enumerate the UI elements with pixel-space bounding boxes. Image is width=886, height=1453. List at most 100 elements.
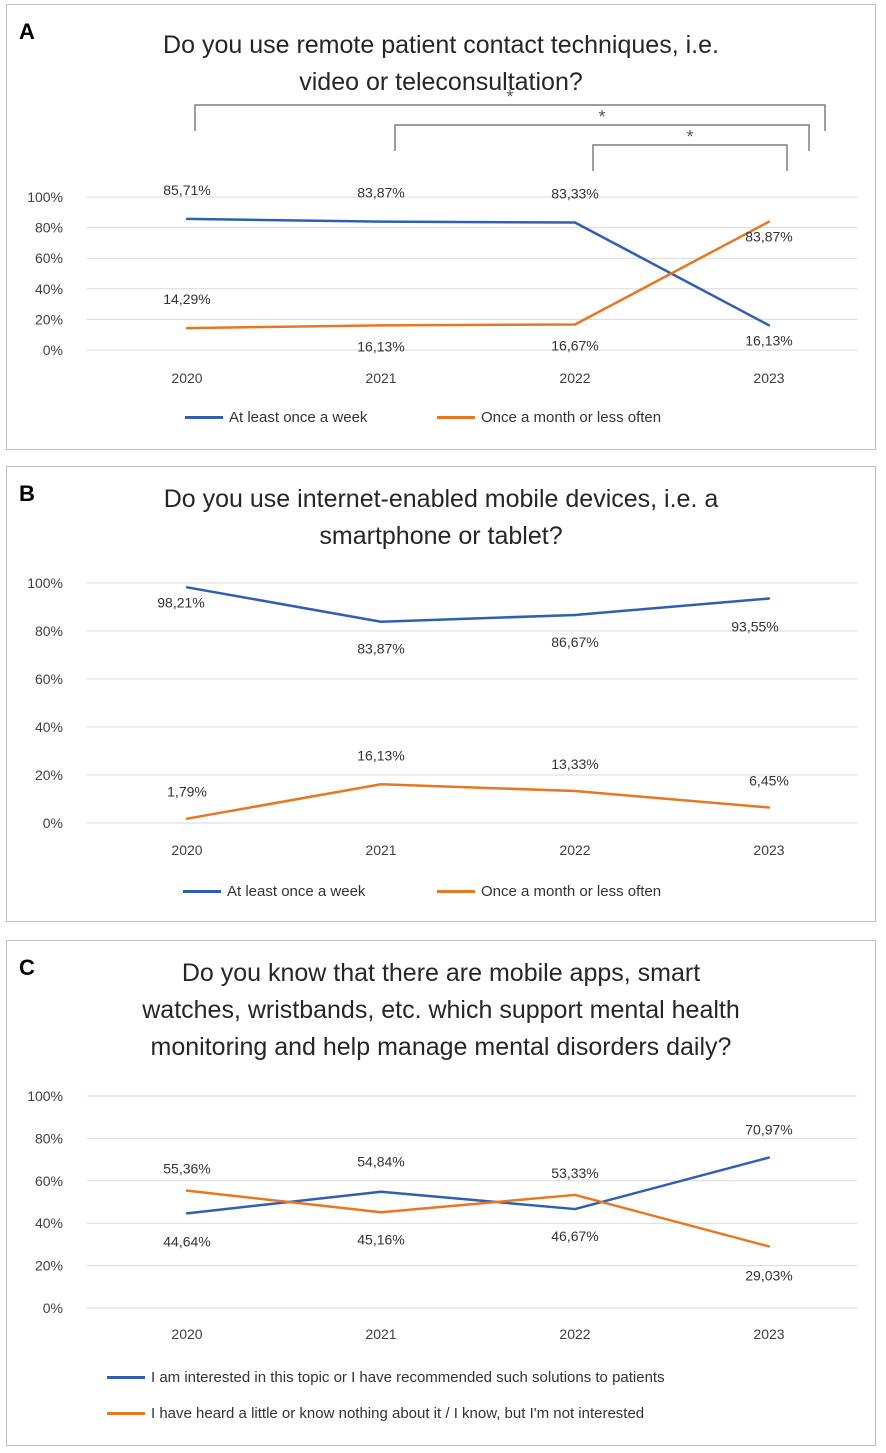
- data-label: 6,45%: [749, 773, 789, 789]
- data-point: [767, 324, 771, 327]
- legend-swatch: [107, 1376, 145, 1379]
- data-point: [573, 1207, 577, 1211]
- title-line: video or teleconsultation?: [299, 68, 583, 96]
- y-tick-label: 0%: [43, 342, 63, 358]
- data-point: [379, 1211, 383, 1214]
- chart-title: Do you use internet-enabled mobile devic…: [67, 481, 815, 555]
- data-label: 45,16%: [357, 1231, 404, 1247]
- significance-mark: *: [506, 87, 513, 107]
- title-line: Do you know that there are mobile apps, …: [181, 959, 701, 987]
- data-label: 46,67%: [551, 1228, 598, 1244]
- title-line: monitoring and help manage mental disord…: [150, 1033, 732, 1061]
- data-point: [767, 220, 771, 223]
- sig-bracket-2020-2023: [194, 104, 826, 131]
- y-tick-label: 40%: [35, 1215, 63, 1231]
- data-point: [185, 586, 189, 589]
- series-line-1: [186, 220, 770, 330]
- data-point: [185, 326, 189, 330]
- panel-b: B Do you use internet-enabled mobile dev…: [6, 466, 876, 922]
- legend-label: I have heard a little or know nothing ab…: [151, 1405, 645, 1422]
- y-tick-label: 0%: [43, 815, 63, 831]
- x-tick-label: 2023: [753, 1326, 784, 1342]
- legend-item: I am interested in this topic or I have …: [107, 1369, 665, 1386]
- legend-item: At least once a week: [183, 883, 365, 900]
- series-line-0: [186, 586, 770, 623]
- line-chart-a: 0% 20% 40% 60% 80% 100% 2020 2021 2022 2023 * * * 85,…: [27, 87, 857, 386]
- data-point: [767, 806, 771, 809]
- data-point: [379, 324, 383, 327]
- x-tick-label: 2021: [365, 842, 396, 858]
- title-line: Do you use internet-enabled mobile devic…: [163, 485, 719, 513]
- y-tick-label: 0%: [43, 1300, 63, 1316]
- legend-swatch: [183, 890, 221, 893]
- data-label: 16,13%: [357, 747, 404, 763]
- significance-mark: *: [686, 127, 693, 147]
- title-line: watches, wristbands, etc. which support …: [142, 996, 740, 1024]
- y-tick-label: 80%: [35, 623, 63, 639]
- panel-letter: A: [19, 19, 35, 44]
- y-tick-label: 40%: [35, 719, 63, 735]
- data-point: [185, 1212, 189, 1215]
- data-label: 86,67%: [551, 634, 598, 650]
- legend-swatch: [437, 890, 475, 893]
- x-tick-label: 2022: [559, 842, 590, 858]
- data-point: [185, 817, 189, 820]
- series-line-0: [186, 217, 770, 327]
- legend-item: Once a month or less often: [437, 883, 661, 900]
- significance-mark: *: [598, 107, 605, 127]
- title-line: smartphone or tablet?: [319, 522, 563, 550]
- data-label: 83,87%: [745, 229, 792, 245]
- data-point: [379, 1190, 383, 1193]
- data-point: [573, 221, 577, 224]
- data-label: 29,03%: [745, 1267, 792, 1283]
- legend-swatch: [185, 416, 223, 419]
- panel-letter: B: [19, 481, 35, 506]
- legend-label: Once a month or less often: [481, 883, 662, 900]
- y-tick-label: 80%: [35, 1130, 63, 1146]
- x-tick-label: 2022: [559, 1326, 590, 1342]
- legend-swatch: [437, 416, 475, 419]
- legend-item: Once a month or less often: [437, 409, 661, 426]
- data-label: 85,71%: [163, 182, 210, 198]
- legend-swatch: [107, 1412, 145, 1415]
- data-point: [185, 1189, 189, 1192]
- data-point: [767, 1156, 771, 1159]
- series-line-1: [186, 783, 770, 820]
- legend-label: At least once a week: [227, 883, 366, 900]
- data-label: 13,33%: [551, 756, 598, 772]
- data-label: 83,87%: [357, 185, 404, 201]
- title-line: Do you use remote patient contact techni…: [163, 31, 719, 59]
- data-label: 53,33%: [551, 1165, 598, 1181]
- x-tick-label: 2020: [171, 370, 202, 386]
- y-tick-label: 100%: [27, 1088, 63, 1104]
- line-chart-c: 0% 20% 40% 60% 80% 100% 2020 2021 2022 2023 44,64%…: [27, 1088, 857, 1342]
- y-tick-label: 20%: [35, 767, 63, 783]
- y-tick-label: 60%: [35, 1173, 63, 1189]
- sig-bracket-2021-2023: [394, 124, 810, 151]
- x-tick-label: 2021: [365, 1326, 396, 1342]
- x-tick-label: 2020: [171, 1326, 202, 1342]
- legend-label: Once a month or less often: [481, 409, 662, 426]
- y-tick-label: 20%: [35, 1258, 63, 1274]
- panel-a: A Do you use remote patient contact tech…: [6, 4, 876, 450]
- data-label: 70,97%: [745, 1122, 792, 1138]
- y-tick-label: 20%: [35, 311, 63, 327]
- panel-c: C Do you know that there are mobile apps…: [6, 940, 876, 1446]
- legend-label: At least once a week: [229, 409, 368, 426]
- x-tick-label: 2023: [753, 370, 784, 386]
- data-point: [379, 783, 383, 786]
- x-tick-label: 2022: [559, 370, 590, 386]
- data-label: 16,13%: [745, 332, 792, 348]
- data-label: 16,13%: [357, 338, 404, 354]
- data-label: 16,67%: [551, 337, 598, 353]
- legend-item: I have heard a little or know nothing ab…: [107, 1405, 644, 1422]
- series-line-0: [186, 1156, 770, 1215]
- data-point: [379, 220, 383, 223]
- data-point: [573, 323, 577, 326]
- data-label: 83,33%: [551, 186, 598, 202]
- x-tick-label: 2020: [171, 842, 202, 858]
- chart-title: Do you use remote patient contact techni…: [67, 27, 815, 101]
- panel-letter: C: [19, 955, 35, 980]
- sig-bracket-2022-2023: [592, 144, 788, 171]
- y-tick-label: 60%: [35, 250, 63, 266]
